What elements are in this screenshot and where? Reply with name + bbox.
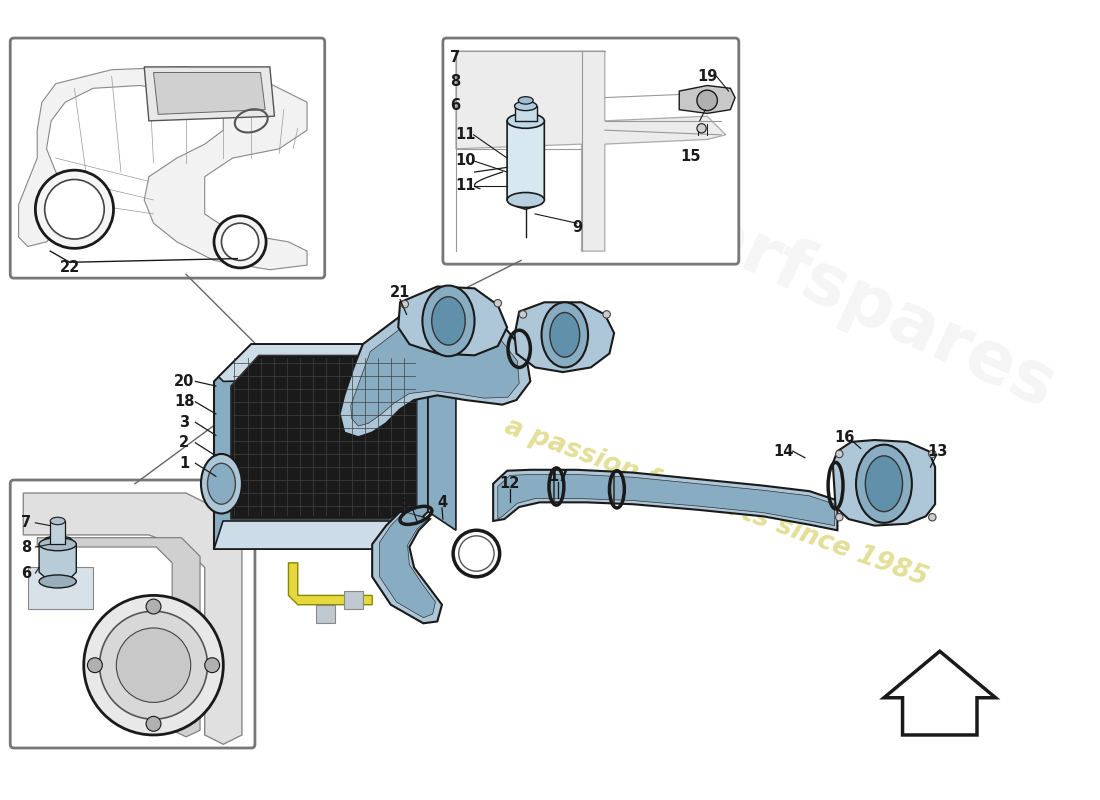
Polygon shape: [154, 73, 265, 114]
Text: 5: 5: [399, 495, 410, 510]
Ellipse shape: [40, 538, 76, 550]
Ellipse shape: [431, 297, 465, 345]
Text: 2: 2: [179, 435, 189, 450]
Text: 8: 8: [21, 539, 31, 554]
Polygon shape: [219, 344, 428, 382]
Text: superfspares: superfspares: [553, 135, 1066, 423]
Polygon shape: [351, 318, 519, 426]
Text: 7: 7: [450, 50, 460, 65]
Text: 20: 20: [174, 374, 195, 389]
Circle shape: [100, 611, 208, 719]
Polygon shape: [379, 512, 436, 618]
Ellipse shape: [541, 302, 589, 367]
Text: 3: 3: [179, 415, 189, 430]
Polygon shape: [288, 563, 372, 605]
Text: 7: 7: [21, 515, 31, 530]
Ellipse shape: [507, 193, 544, 207]
Text: 13: 13: [927, 444, 948, 458]
Circle shape: [146, 599, 161, 614]
Text: 10: 10: [455, 154, 475, 168]
Circle shape: [221, 223, 258, 261]
Text: 11: 11: [455, 127, 475, 142]
Ellipse shape: [856, 445, 912, 523]
Polygon shape: [317, 605, 336, 623]
Polygon shape: [344, 590, 363, 610]
Polygon shape: [19, 67, 307, 270]
Polygon shape: [515, 302, 614, 372]
Polygon shape: [214, 344, 428, 549]
Ellipse shape: [51, 518, 65, 525]
Polygon shape: [214, 521, 390, 549]
Polygon shape: [493, 470, 837, 530]
Circle shape: [603, 310, 611, 318]
Ellipse shape: [40, 575, 76, 588]
Circle shape: [45, 179, 104, 239]
Circle shape: [494, 299, 502, 307]
Text: 4: 4: [437, 495, 447, 510]
Polygon shape: [833, 440, 935, 526]
Polygon shape: [498, 474, 835, 526]
Circle shape: [519, 310, 527, 318]
Ellipse shape: [507, 114, 544, 128]
Circle shape: [88, 658, 102, 673]
Text: 8: 8: [450, 74, 460, 90]
Polygon shape: [231, 355, 417, 519]
Circle shape: [928, 514, 936, 521]
Text: 9: 9: [572, 220, 582, 235]
Polygon shape: [455, 51, 726, 251]
Circle shape: [697, 124, 706, 133]
FancyBboxPatch shape: [10, 480, 255, 748]
Polygon shape: [28, 567, 94, 610]
Ellipse shape: [201, 454, 242, 514]
Polygon shape: [398, 286, 507, 355]
Polygon shape: [51, 521, 65, 544]
Circle shape: [928, 450, 936, 458]
Circle shape: [697, 90, 717, 110]
Text: 16: 16: [835, 430, 855, 445]
Ellipse shape: [550, 313, 580, 357]
Text: 11: 11: [455, 178, 475, 194]
Circle shape: [205, 658, 220, 673]
Ellipse shape: [866, 456, 903, 512]
Circle shape: [146, 716, 161, 731]
Polygon shape: [515, 106, 537, 121]
Polygon shape: [37, 538, 200, 737]
Circle shape: [214, 216, 266, 268]
Text: 18: 18: [174, 394, 195, 410]
FancyBboxPatch shape: [443, 38, 739, 264]
Text: 6: 6: [450, 98, 460, 114]
Polygon shape: [40, 535, 76, 582]
Polygon shape: [372, 512, 442, 623]
Text: 15: 15: [680, 149, 701, 164]
Ellipse shape: [518, 97, 534, 104]
Circle shape: [836, 450, 843, 458]
Circle shape: [836, 514, 843, 521]
Circle shape: [84, 595, 223, 735]
Circle shape: [117, 628, 190, 702]
Polygon shape: [884, 651, 996, 735]
Ellipse shape: [422, 286, 474, 356]
Text: 17: 17: [548, 469, 569, 484]
Polygon shape: [23, 493, 242, 744]
Text: 21: 21: [389, 286, 410, 301]
Text: 12: 12: [499, 476, 520, 491]
Ellipse shape: [515, 102, 537, 110]
Text: 6: 6: [21, 566, 31, 581]
Text: 22: 22: [59, 260, 80, 275]
Text: 19: 19: [697, 69, 717, 84]
Polygon shape: [507, 114, 544, 210]
Polygon shape: [340, 307, 530, 438]
Circle shape: [402, 301, 408, 308]
Text: a passion for parts since 1985: a passion for parts since 1985: [502, 414, 932, 591]
Text: 14: 14: [773, 444, 793, 458]
FancyBboxPatch shape: [10, 38, 324, 278]
Text: 1: 1: [179, 456, 189, 470]
Polygon shape: [679, 86, 735, 114]
Polygon shape: [144, 67, 275, 121]
Ellipse shape: [208, 463, 235, 504]
Polygon shape: [428, 344, 455, 530]
Circle shape: [35, 170, 113, 248]
